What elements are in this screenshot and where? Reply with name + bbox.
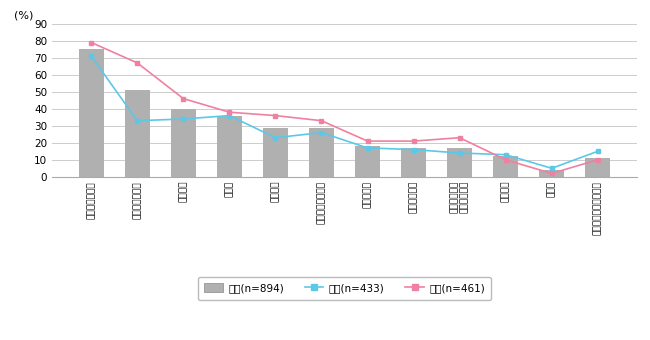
Text: (%): (%): [14, 11, 33, 21]
Bar: [309, 128, 334, 177]
Bar: [125, 90, 150, 177]
Bar: [216, 116, 242, 177]
Bar: [447, 148, 473, 177]
Bar: [539, 170, 564, 177]
Bar: [401, 148, 426, 177]
Bar: [171, 109, 196, 177]
Bar: [263, 128, 288, 177]
Bar: [493, 156, 518, 177]
Bar: [79, 49, 104, 177]
Bar: [585, 158, 610, 177]
Bar: [355, 146, 380, 177]
Legend: 全体(n=894), 男性(n=433), 女性(n=461): 全体(n=894), 男性(n=433), 女性(n=461): [198, 277, 491, 300]
